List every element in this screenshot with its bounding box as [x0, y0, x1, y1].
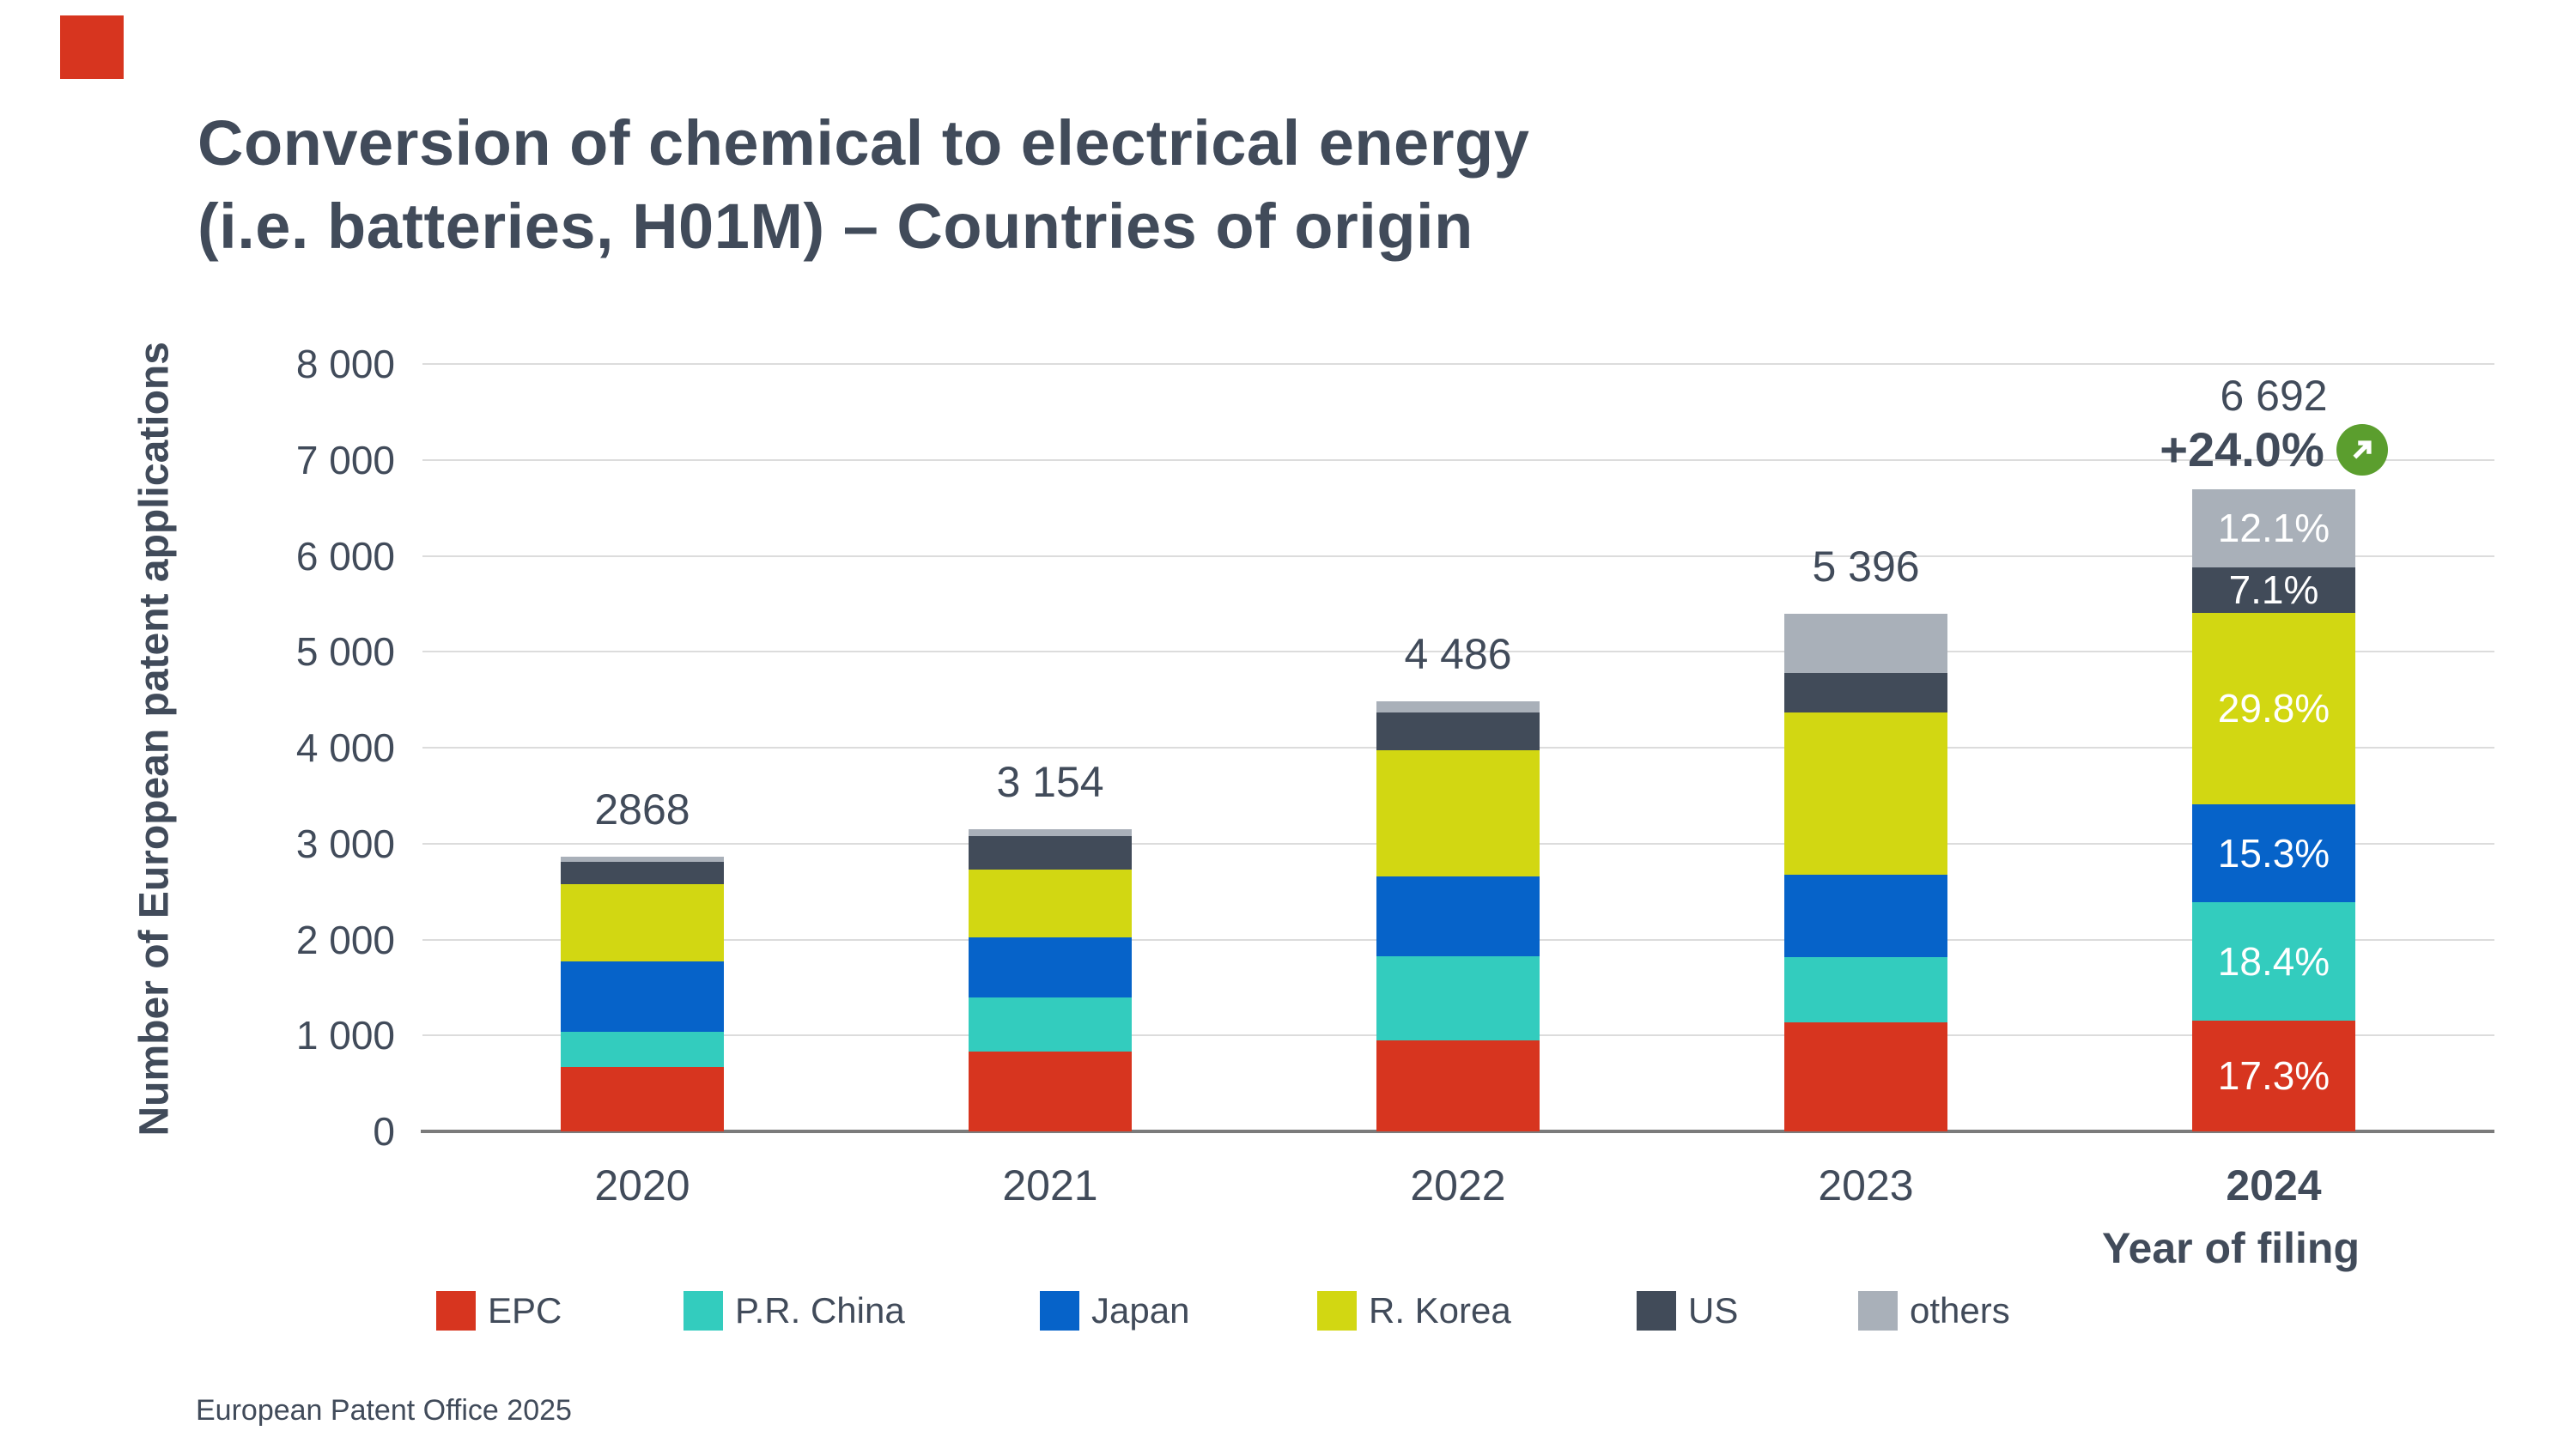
legend-item-us: US [1637, 1290, 1738, 1331]
bar-total-label: 5 396 [1812, 542, 1920, 591]
bar-segment-others [2192, 489, 2355, 567]
bar-segment-p-r-china [2192, 902, 2355, 1021]
legend-swatch [1040, 1291, 1079, 1331]
bar-total-label: 2868 [594, 785, 690, 834]
legend-item-p-r-china: P.R. China [683, 1290, 905, 1331]
bar-total-growth-block: 6 692 +24.0% [2050, 369, 2497, 477]
bar-segment-epc [561, 1066, 724, 1131]
bar-segment-epc [1784, 1022, 1947, 1131]
bar-segment-epc [1376, 1040, 1540, 1131]
bar-segment-r-korea [969, 869, 1132, 937]
legend-item-japan: Japan [1040, 1290, 1189, 1331]
bar-segment-r-korea [1784, 712, 1947, 875]
x-axis-title: Year of filing [2101, 1224, 2360, 1272]
bar-segment-others [1376, 700, 1540, 712]
x-tick-label-2024: 2024 [2226, 1161, 2322, 1210]
bar-segment-others [1784, 613, 1947, 673]
bar-segment-r-korea [1376, 750, 1540, 876]
epo-logo-mark [60, 15, 124, 79]
bar-segment-us [1784, 672, 1947, 713]
bar-segment-japan [969, 937, 1132, 997]
y-tick-label: 5 000 [295, 629, 395, 675]
legend-swatch [1317, 1291, 1357, 1331]
legend-label: EPC [488, 1290, 562, 1331]
legend-swatch [1858, 1291, 1898, 1331]
y-tick-label: 7 000 [295, 437, 395, 482]
x-tick-label-2022: 2022 [1410, 1161, 1506, 1210]
bar-segment-epc [2192, 1020, 2355, 1131]
segment-pct-label: 15.3% [2217, 830, 2330, 876]
segment-pct-label: 18.4% [2217, 938, 2330, 984]
arrow-up-right-icon [2336, 424, 2388, 476]
bar-segment-p-r-china [1376, 956, 1540, 1040]
bar-segment-epc [969, 1052, 1132, 1131]
legend-label: Japan [1091, 1290, 1190, 1331]
legend-swatch [1637, 1291, 1676, 1331]
bar-total-label: 4 486 [1404, 629, 1512, 678]
bar-segment-us [1376, 712, 1540, 751]
bar-segment-us [561, 862, 724, 885]
chart-title: Conversion of chemical to electrical ene… [197, 101, 1915, 268]
bar-segment-japan [1376, 876, 1540, 957]
segment-pct-label: 12.1% [2217, 506, 2330, 551]
legend-label: US [1688, 1290, 1739, 1331]
bar-segment-r-korea [561, 884, 724, 961]
y-gridline [422, 651, 2494, 653]
y-gridline [422, 363, 2494, 365]
bar-segment-others [561, 856, 724, 863]
bar-segment-japan [561, 961, 724, 1033]
bar-segment-p-r-china [1784, 956, 1947, 1022]
legend-swatch [436, 1291, 476, 1331]
segment-pct-label: 29.8% [2217, 686, 2330, 731]
y-tick-label: 3 000 [295, 821, 395, 866]
y-tick-label: 1 000 [295, 1013, 395, 1058]
chart-title-line2: (i.e. batteries, H01M) – Countries of or… [197, 191, 1473, 262]
legend-swatch [683, 1291, 723, 1331]
bar-total-label: 3 154 [996, 757, 1104, 806]
legend-label: R. Korea [1369, 1290, 1511, 1331]
growth-label: +24.0% [2160, 422, 2324, 477]
legend-label: P.R. China [735, 1290, 905, 1331]
y-tick-label: 0 [373, 1109, 395, 1154]
x-axis-baseline [421, 1130, 2494, 1133]
bar-segment-p-r-china [969, 997, 1132, 1052]
y-gridline [422, 458, 2494, 461]
source-note: European Patent Office 2025 [196, 1394, 572, 1427]
x-tick-label-2021: 2021 [1002, 1161, 1098, 1210]
y-gridline [422, 555, 2494, 557]
chart-title-line1: Conversion of chemical to electrical ene… [197, 107, 1530, 179]
x-tick-label-2020: 2020 [594, 1161, 690, 1210]
bar-total-label: 6 692 [2220, 372, 2328, 421]
segment-pct-label: 7.1% [2228, 567, 2319, 613]
y-tick-label: 6 000 [295, 533, 395, 579]
y-tick-label: 8 000 [295, 342, 395, 386]
legend-label: others [1910, 1290, 2010, 1331]
bar-segment-japan [2192, 803, 2355, 903]
x-tick-label-2023: 2023 [1818, 1161, 1914, 1210]
bar-segment-us [969, 836, 1132, 870]
legend-item-r-korea: R. Korea [1317, 1290, 1511, 1331]
segment-pct-label: 17.3% [2217, 1053, 2330, 1099]
y-tick-label: 2 000 [295, 917, 395, 962]
bar-segment-us [2192, 567, 2355, 613]
growth-row: +24.0% [2160, 422, 2388, 477]
legend-item-others: others [1858, 1290, 2010, 1331]
bar-segment-japan [1784, 874, 1947, 957]
legend-item-epc: EPC [436, 1290, 562, 1331]
y-tick-label: 4 000 [295, 725, 395, 770]
bar-segment-p-r-china [561, 1032, 724, 1067]
bar-segment-others [969, 828, 1132, 837]
bar-segment-r-korea [2192, 612, 2355, 804]
